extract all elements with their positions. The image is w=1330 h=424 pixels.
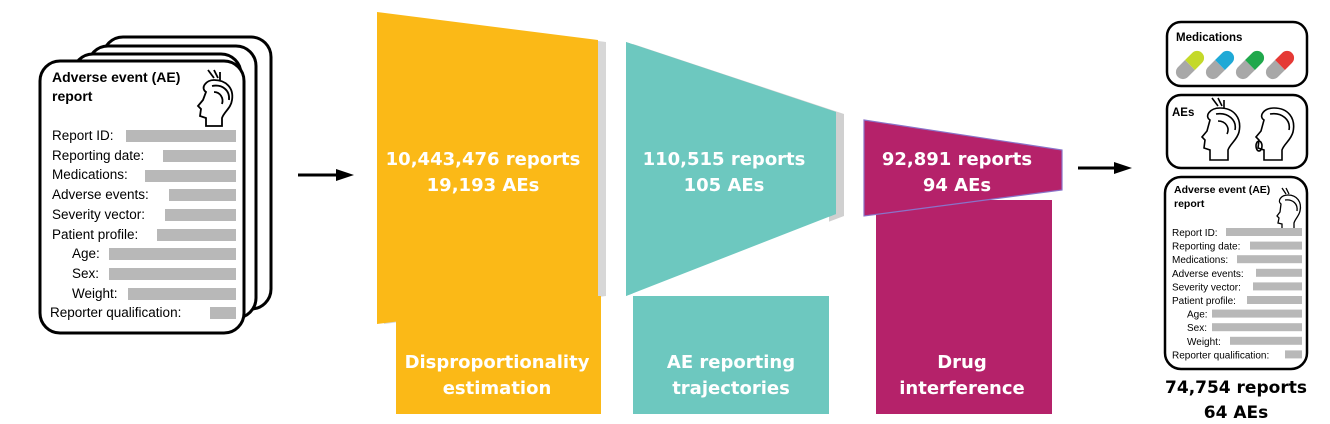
output-field-bar — [1250, 241, 1302, 250]
stage-2-aes: 105 AEs — [684, 175, 765, 196]
stage-3-aes: 94 AEs — [923, 175, 991, 196]
output-report-fields: Report ID: Reporting date: Medications: Adv… — [1172, 228, 1302, 361]
stage-2-funnel-front — [626, 42, 836, 296]
input-bar-weight — [128, 288, 236, 300]
pill-icon — [1266, 51, 1294, 79]
output-field-bar — [1226, 228, 1302, 236]
output-field-label: Weight: — [1187, 337, 1221, 348]
stage-3-label-1: Drug — [937, 352, 987, 373]
input-report-stack: Adverse event (AE) report Report ID: Rep… — [38, 35, 273, 335]
input-field-severity-vector: Severity vector: — [52, 207, 145, 222]
patient-head-icon-ae — [1200, 97, 1241, 161]
input-field-reporter-qualification: Reporter qualification: — [50, 305, 181, 320]
output-field-bar — [1237, 255, 1302, 264]
output-report-title-1: Adverse event (AE) — [1174, 184, 1270, 196]
stage-1-funnel — [377, 12, 598, 324]
pill-icon — [1176, 51, 1204, 79]
output-field-label: Medications: — [1172, 255, 1228, 266]
input-bar-report-id — [126, 130, 236, 142]
input-field-adverse-events: Adverse events: — [52, 187, 149, 202]
output-field-label: Reporting date: — [1172, 242, 1240, 253]
input-field-patient-profile: Patient profile: — [52, 227, 138, 242]
stage-1-aes: 19,193 AEs — [427, 175, 540, 196]
pill-icon — [1236, 51, 1264, 79]
output-aes-label: AEs — [1172, 107, 1194, 119]
output-field-label: Severity vector: — [1172, 282, 1241, 293]
output-field-bar — [1253, 282, 1302, 291]
input-field-report-id: Report ID: — [52, 128, 114, 143]
stage-1-label-box — [396, 296, 601, 414]
output-medications-label: Medications — [1176, 32, 1242, 44]
output-report-title-2: report — [1174, 198, 1205, 210]
output-field-label: Age: — [1187, 310, 1208, 321]
input-field-weight: Weight: — [72, 286, 118, 301]
output-field-bar — [1285, 350, 1302, 359]
pill-icons — [1176, 51, 1294, 79]
input-report-card — [38, 59, 246, 335]
output-field-label: Sex: — [1187, 323, 1207, 334]
output-field-bar — [1256, 268, 1302, 277]
input-bar-reporting-date — [163, 150, 236, 162]
stage-3-label-2: interference — [899, 378, 1025, 399]
output-aes-card: AEs — [1165, 93, 1309, 170]
output-field-bar — [1230, 336, 1302, 345]
stage-1-label-1: Disproportionality — [405, 352, 590, 373]
stage-3-reports: 92,891 reports — [882, 149, 1032, 170]
arrow-to-stage-1 — [298, 169, 354, 181]
final-aes: 64 AEs — [1204, 403, 1268, 423]
arrow-to-output — [1078, 162, 1132, 174]
stage-3-label-box — [876, 200, 1052, 414]
stage-2-label-2: trajectories — [672, 378, 790, 399]
output-medications-card: Medications — [1165, 20, 1309, 88]
input-bar-severity-vector — [165, 209, 236, 221]
input-field-age: Age: — [72, 246, 100, 261]
input-field-sex: Sex: — [72, 266, 99, 281]
output-report-card: Adverse event (AE) report Report ID:Repo… — [1163, 175, 1309, 371]
input-bar-sex — [109, 268, 236, 280]
stage-ae-trajectories: 110,515 reports 105 AEs AE reporting tra… — [626, 42, 844, 414]
input-field-medications: Medications: — [52, 167, 128, 182]
stage-drug-interference: 92,891 reports 94 AEs Drug interference — [863, 119, 1063, 414]
final-reports: 74,754 reports — [1165, 378, 1307, 398]
stage-1-reports: 10,443,476 reports — [386, 149, 581, 170]
output-field-label: Adverse events: — [1172, 269, 1244, 280]
output-field-label: Report ID: — [1172, 228, 1218, 239]
input-report-title-2: report — [52, 88, 93, 104]
output-field-bar — [1212, 323, 1302, 332]
stage-3-funnel — [863, 119, 1063, 217]
input-bar-reporter-qualification — [210, 307, 236, 319]
input-bar-patient-profile — [157, 229, 236, 241]
input-field-reporting-date: Reporting date: — [52, 148, 144, 163]
output-field-bar — [1247, 296, 1302, 304]
input-bar-age — [109, 248, 236, 260]
input-bar-medications — [145, 170, 236, 182]
input-bar-adverse-events — [169, 189, 236, 201]
output-field-label: Patient profile: — [1172, 296, 1236, 307]
stage-disproportionality: 10,443,476 reports 19,193 AEs Disproport… — [377, 12, 606, 414]
pill-icon — [1206, 51, 1234, 79]
output-field-bar — [1212, 309, 1302, 318]
stage-1-label-2: estimation — [443, 378, 552, 399]
stage-2-label-1: AE reporting — [667, 352, 795, 373]
input-report-title-1: Adverse event (AE) — [52, 69, 180, 85]
patient-head-icon-neutral — [1254, 107, 1295, 161]
output-field-label: Reporter qualification: — [1172, 350, 1269, 361]
patient-head-icon — [196, 69, 234, 127]
stage-2-reports: 110,515 reports — [643, 149, 806, 170]
